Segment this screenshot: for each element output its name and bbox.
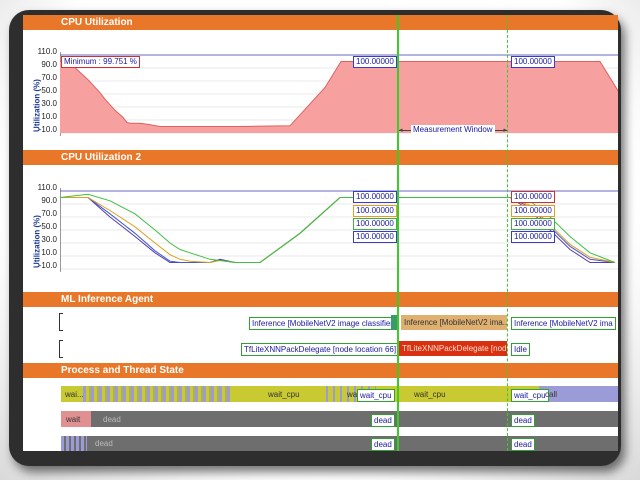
state-label-wa: wa: [347, 390, 358, 399]
cpu2-value-left-4: 100.00000: [353, 231, 397, 243]
y-tick: 70.0: [41, 209, 57, 218]
y-tick: 110.0: [37, 47, 57, 56]
cpu2-value-left-2: 100.00000: [353, 205, 397, 217]
thread-state-wait: [61, 411, 91, 427]
state-box-right[interactable]: dead: [511, 414, 535, 427]
state-label-wait-cpu: wait_cpu: [268, 390, 300, 399]
measurement-window-label: Measurement Window: [411, 125, 495, 134]
inference-label-right[interactable]: Inference [MobileNetV2 ima: [511, 317, 616, 330]
y-tick: -10.0: [38, 261, 57, 270]
y-tick: 50.0: [41, 222, 57, 231]
state-box-right[interactable]: wait_cpu: [511, 389, 549, 402]
row-bracket: [59, 340, 63, 358]
state-label-wait: wai...: [65, 390, 84, 399]
state-box-left[interactable]: dead: [371, 438, 395, 451]
y-tick: 110.0: [37, 183, 57, 192]
cpu-utilization-chart[interactable]: [60, 52, 618, 136]
time-marker-dashed[interactable]: [507, 15, 508, 451]
measurement-window[interactable]: ◂ ▸ Measurement Window: [399, 125, 507, 134]
area-fill: [60, 61, 618, 133]
value-label-a: 100.00000: [353, 56, 397, 68]
thread-state-mixed: [61, 436, 87, 451]
state-box-left[interactable]: wait_cpu: [357, 389, 395, 402]
section-header-process-thread-state[interactable]: Process and Thread State: [23, 363, 618, 378]
idle-label[interactable]: Idle: [511, 343, 530, 356]
state-box-left[interactable]: dead: [371, 414, 395, 427]
cpu2-value-left-1: 100.00000: [353, 191, 397, 203]
section-header-cpu-utilization-2[interactable]: CPU Utilization 2: [23, 150, 618, 165]
y-tick: 90.0: [41, 196, 57, 205]
y-tick: 30.0: [41, 99, 57, 108]
state-box-right[interactable]: dead: [511, 438, 535, 451]
time-cursor[interactable]: [397, 15, 399, 451]
state-label-wait-cpu-2: wait_cpu: [414, 390, 446, 399]
value-label-b: 100.00000: [511, 56, 555, 68]
inference-label-left[interactable]: Inference [MobileNetV2 image classifier]: [249, 317, 399, 330]
y-tick: 10.0: [41, 248, 57, 257]
state-label-call: call: [545, 390, 558, 399]
y-tick: 50.0: [41, 86, 57, 95]
inference-bar[interactable]: Inference [MobileNetV2 ima...: [401, 315, 507, 330]
row-bracket: [59, 313, 63, 331]
trace-viewer[interactable]: CPU Utilization Utilization (%) 110.0 90…: [23, 15, 618, 451]
minimum-label: Minimum : 99.751 %: [61, 56, 140, 68]
y-tick: 70.0: [41, 73, 57, 82]
state-label-dead: dead: [103, 415, 121, 424]
section-header-cpu-utilization[interactable]: CPU Utilization: [23, 15, 618, 30]
cpu2-value-right-3: 100.00000: [511, 218, 555, 230]
y-tick: 10.0: [41, 112, 57, 121]
inference-bar-marker[interactable]: [391, 315, 399, 330]
state-label-dead: dead: [95, 439, 113, 448]
y-tick: 90.0: [41, 60, 57, 69]
cpu2-value-right-4: 100.00000: [511, 231, 555, 243]
series-line: [60, 61, 618, 127]
y-tick: -10.0: [38, 125, 57, 134]
delegate-bar[interactable]: TfLiteXNNPackDelegate [nod...: [399, 341, 507, 356]
thread-row-2[interactable]: [61, 411, 618, 427]
section-header-ml-inference-agent[interactable]: ML Inference Agent: [23, 292, 618, 307]
thread-state-mixed: [83, 386, 233, 402]
y-tick: 30.0: [41, 235, 57, 244]
thread-state-running: [539, 386, 618, 402]
cpu2-value-right-2: 100.00000: [511, 205, 555, 217]
thread-row-3[interactable]: [61, 436, 618, 451]
cpu2-value-right-1: 100.00000: [511, 191, 555, 203]
delegate-label-left[interactable]: TfLiteXNNPackDelegate [node location 66]: [241, 343, 400, 356]
cpu2-value-left-3: 100.00000: [353, 218, 397, 230]
state-label-wait: wait: [66, 415, 81, 424]
